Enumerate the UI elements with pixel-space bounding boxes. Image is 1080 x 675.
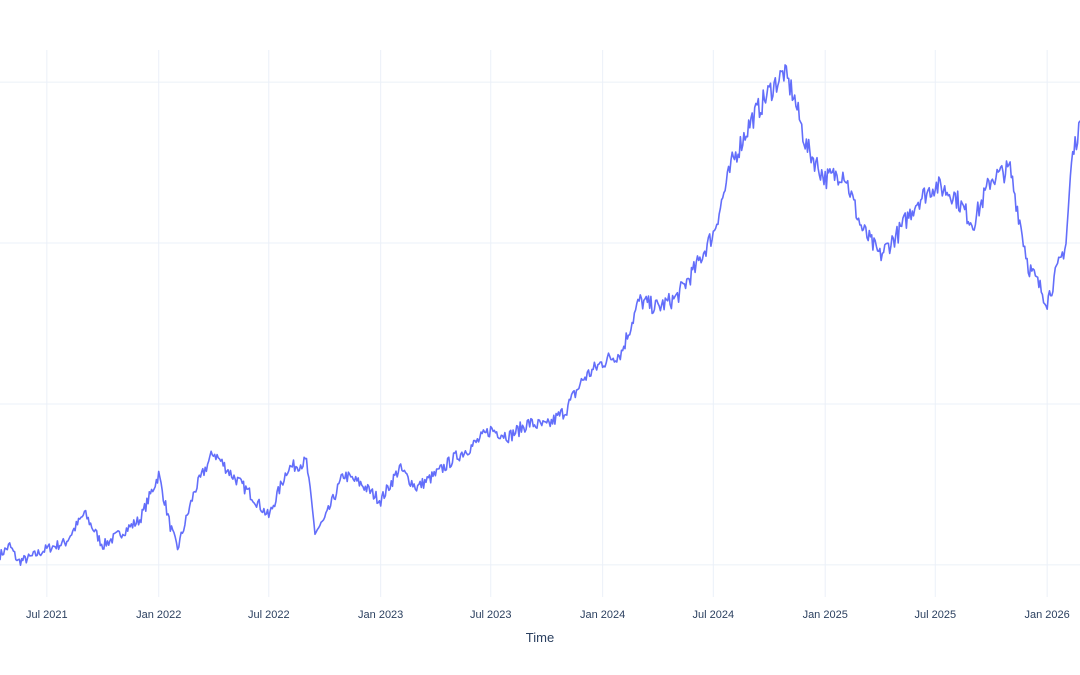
x-axis-ticks: Jul 2021 Jan 2022 Jul 2022 Jan 2023 Jul 2023… [26,609,1070,621]
x-tick-label: Jul 2024 [693,609,735,621]
x-tick-label: Jan 2023 [358,609,403,621]
series-group [0,64,1080,566]
x-tick-label: Jul 2022 [248,609,290,621]
x-tick-label: Jul 2025 [914,609,956,621]
grid [0,50,1080,597]
x-tick-label: Jul 2021 [26,609,68,621]
series-line [0,64,1080,566]
x-tick-label: Jan 2026 [1025,609,1070,621]
x-tick-label: Jul 2023 [470,609,512,621]
x-tick-label: Jan 2022 [136,609,181,621]
x-tick-label: Jan 2025 [803,609,848,621]
x-axis-title: Time [526,630,554,645]
x-tick-label: Jan 2024 [580,609,625,621]
